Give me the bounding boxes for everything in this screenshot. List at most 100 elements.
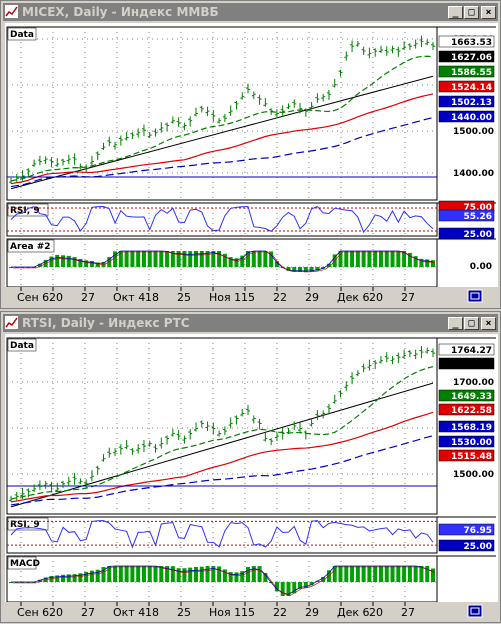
value-tag-label: 1502.13	[451, 98, 492, 108]
histogram-bar	[280, 582, 285, 596]
histogram-bar	[390, 566, 395, 582]
close-button[interactable]: ×	[481, 317, 496, 330]
histogram-bar	[95, 262, 100, 267]
histogram-bar	[165, 251, 170, 267]
histogram-bar	[32, 267, 37, 268]
histogram-bar	[402, 251, 407, 267]
histogram-bar	[303, 582, 308, 588]
x-tick-label: Ноя 1	[209, 291, 241, 304]
histogram-bar	[419, 258, 424, 267]
histogram-bar	[350, 251, 355, 267]
histogram-bar	[20, 267, 25, 268]
histogram-bar	[130, 251, 135, 267]
rsi-line	[10, 205, 434, 233]
maximize-button[interactable]: □	[464, 6, 479, 19]
histogram-bar	[315, 267, 320, 271]
histogram-bar	[43, 577, 48, 582]
histogram-bar	[61, 255, 66, 267]
rtsi-title-bar[interactable]: RTSI, Daily - Индекс РТС _ □ ×	[3, 314, 498, 332]
x-tick-label: 15	[241, 291, 255, 304]
histogram-bar	[321, 576, 326, 582]
x-tick-label: 15	[241, 606, 255, 619]
histogram-bar	[332, 566, 337, 582]
value-tag-label: 1649.33	[451, 392, 492, 402]
histogram-bar	[234, 572, 239, 582]
histogram-bar	[344, 566, 349, 582]
histogram-bar	[396, 566, 401, 582]
x-tick-label: 25	[177, 606, 191, 619]
histogram-bar	[182, 251, 187, 267]
histogram-bar	[286, 582, 291, 596]
micex-chart-window[interactable]: MICEX, Daily - Индекс ММВБ _ □ × Data RSI…	[0, 0, 501, 309]
close-button[interactable]: ×	[481, 6, 496, 19]
value-tag-label: 1663.53	[451, 38, 492, 48]
minimize-button[interactable]: _	[448, 317, 463, 330]
rsi-value-tag	[438, 209, 495, 222]
pane-label-box	[7, 27, 37, 41]
value-tag-label: 1586.55	[451, 68, 492, 78]
rsi-value-tag-label: 25.00	[464, 542, 492, 552]
histogram-bar	[234, 258, 239, 267]
scale-toggle-icon-glyph	[470, 292, 480, 300]
trend-line	[10, 75, 434, 190]
histogram-bar	[378, 566, 383, 582]
value-tag-label: 1530.00	[451, 438, 492, 448]
x-tick-label: Сен 6	[17, 291, 49, 304]
moving-average-line	[10, 366, 434, 500]
histogram-bar	[298, 582, 303, 589]
histogram-bar	[61, 574, 66, 582]
histogram-bar	[350, 566, 355, 582]
histogram-bar	[37, 579, 42, 582]
histogram-bar	[326, 263, 331, 267]
rtsi-chart-window[interactable]: RTSI, Daily - Индекс РТС _ □ × Data RSI, …	[0, 311, 501, 623]
histogram-bar	[72, 257, 77, 267]
minimize-button[interactable]: _	[448, 6, 463, 19]
scale-toggle-icon[interactable]	[467, 604, 483, 618]
chart-app-icon	[5, 5, 18, 18]
histogram-bar	[14, 267, 19, 268]
y-tick-label: 1500.00	[453, 127, 494, 137]
histogram-bar	[147, 566, 152, 582]
x-tick-label: Ноя 1	[209, 606, 241, 619]
x-tick-label: 20	[369, 606, 383, 619]
histogram-bar	[217, 566, 222, 582]
histogram-bar	[199, 566, 204, 582]
histogram-bar	[72, 574, 77, 582]
histogram-bar	[141, 251, 146, 267]
rsi-value-tag	[438, 539, 495, 552]
histogram-bar	[222, 253, 227, 267]
histogram-bar	[286, 267, 291, 271]
histogram-bar	[413, 566, 418, 582]
pane-label: RSI, 9	[10, 520, 40, 530]
histogram-bar	[413, 256, 418, 267]
histogram-bar	[228, 257, 233, 267]
x-axis-strip	[5, 602, 498, 620]
y-tick-label: 1700.00	[453, 378, 494, 388]
rsi-value-tag-label: 25.00	[464, 230, 492, 240]
histogram-bar	[407, 252, 412, 267]
histogram-bar	[251, 251, 256, 267]
value-tag-label: 1568.19	[451, 423, 492, 433]
histogram-bar	[193, 567, 198, 582]
value-tag-label: 1524.14	[451, 83, 492, 93]
histogram-bar	[66, 255, 71, 267]
histogram-bar	[274, 582, 279, 592]
histogram-bar	[298, 267, 303, 272]
micex-title-bar[interactable]: MICEX, Daily - Индекс ММВБ _ □ ×	[3, 3, 498, 21]
value-tag	[438, 35, 495, 48]
histogram-bar	[153, 566, 158, 582]
histogram-bar	[257, 251, 262, 267]
maximize-button[interactable]: □	[464, 317, 479, 330]
histogram-bar	[257, 566, 262, 582]
indicator-tick-label: 0.00	[470, 262, 492, 272]
scale-toggle-icon[interactable]	[467, 289, 483, 303]
histogram-bar	[251, 566, 256, 582]
x-tick-label: Дек 6	[337, 291, 370, 304]
histogram-bar	[373, 251, 378, 267]
x-tick-label: 18	[145, 606, 159, 619]
histogram-bar	[292, 582, 297, 594]
